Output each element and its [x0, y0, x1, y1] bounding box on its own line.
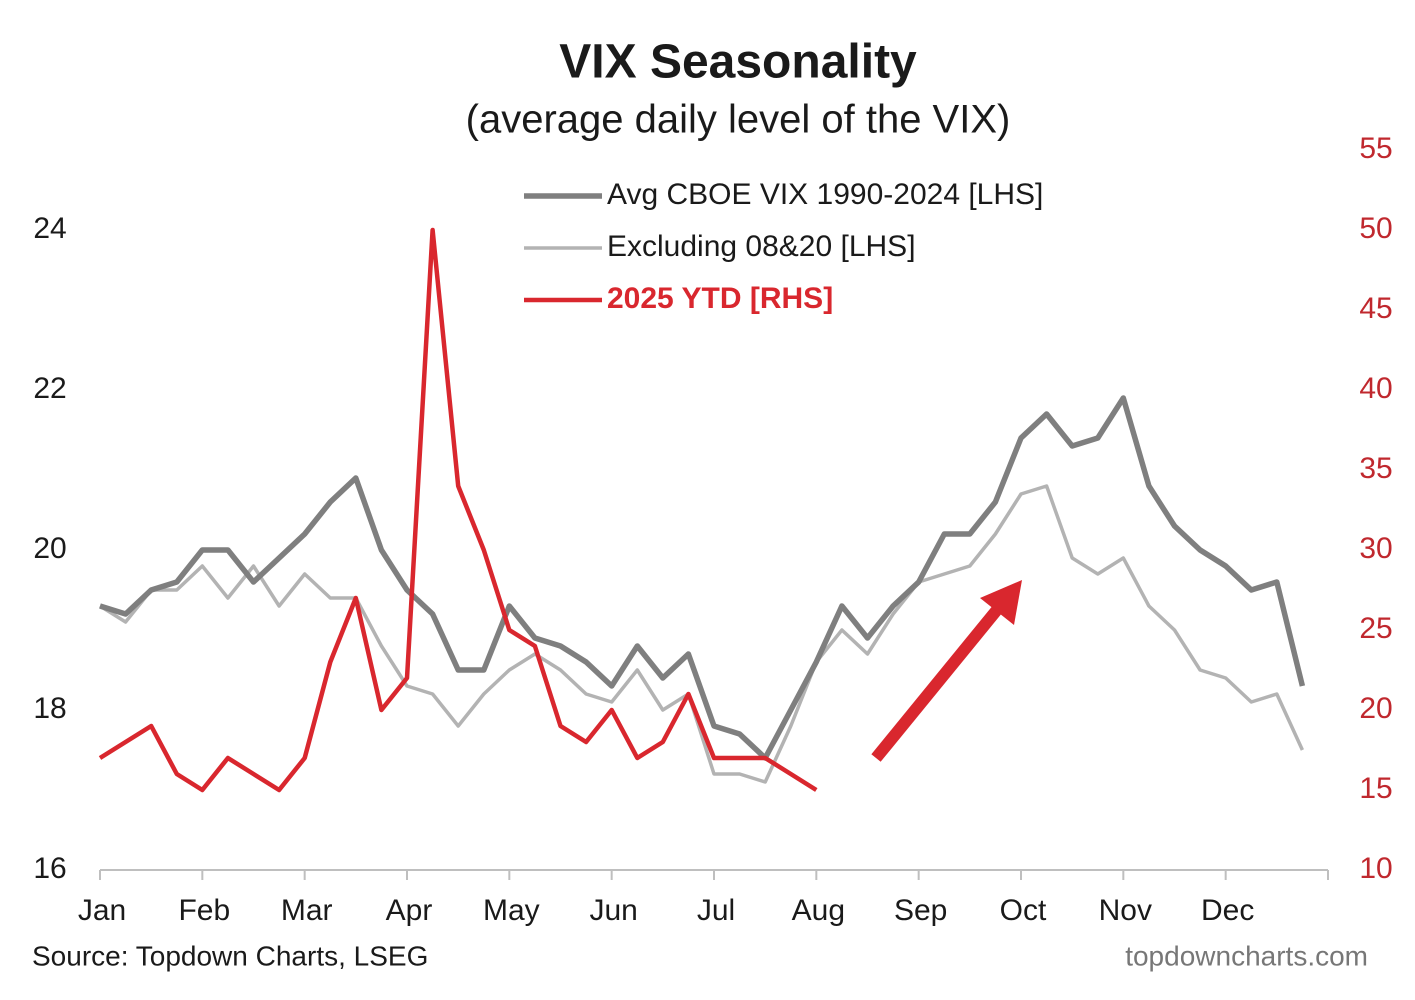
- y2-tick-label: 35: [1359, 452, 1392, 485]
- y-tick-label: 24: [33, 212, 66, 245]
- x-tick-label: Aug: [792, 894, 845, 927]
- y2-tick-label: 45: [1359, 292, 1392, 325]
- source-note: Source: Topdown Charts, LSEG: [32, 940, 428, 971]
- arrow-head: [980, 580, 1022, 625]
- x-tick-label: Jul: [697, 894, 735, 927]
- y2-tick-label: 50: [1359, 212, 1392, 245]
- legend-label: Excluding 08&20 [LHS]: [607, 230, 916, 263]
- arrow-shaft: [871, 596, 1010, 762]
- chart-title: VIX Seasonality: [559, 36, 917, 89]
- y2-tick-label: 20: [1359, 692, 1392, 725]
- x-tick-label: Mar: [281, 894, 333, 927]
- x-tick-label: Dec: [1201, 894, 1254, 927]
- y2-tick-label: 30: [1359, 532, 1392, 565]
- watermark: topdowncharts.com: [1125, 940, 1368, 971]
- y-tick-label: 22: [33, 372, 66, 405]
- series-line: [99, 484, 1304, 784]
- x-tick-label: Apr: [386, 894, 433, 927]
- x-tick-label: Nov: [1099, 894, 1152, 927]
- legend-label: Avg CBOE VIX 1990-2024 [LHS]: [607, 178, 1043, 211]
- series-line: [98, 227, 818, 793]
- x-tick-label: Feb: [178, 894, 230, 927]
- x-tick-label: Oct: [1000, 894, 1047, 927]
- x-tick-label: Jun: [589, 894, 637, 927]
- y2-tick-label: 25: [1359, 612, 1392, 645]
- y2-tick-label: 40: [1359, 372, 1392, 405]
- y2-tick-label: 55: [1359, 132, 1392, 165]
- series-line: [99, 395, 1306, 761]
- y-tick-label: 20: [33, 532, 66, 565]
- y-tick-label: 16: [33, 852, 66, 885]
- y2-tick-label: 10: [1359, 852, 1392, 885]
- y2-tick-label: 15: [1359, 772, 1392, 805]
- x-tick-label: Jan: [78, 894, 126, 927]
- legend-label: 2025 YTD [RHS]: [607, 282, 833, 315]
- x-tick-label: May: [483, 894, 540, 927]
- y-tick-label: 18: [33, 692, 66, 725]
- x-tick-label: Sep: [894, 894, 947, 927]
- chart-subtitle: (average daily level of the VIX): [466, 98, 1011, 142]
